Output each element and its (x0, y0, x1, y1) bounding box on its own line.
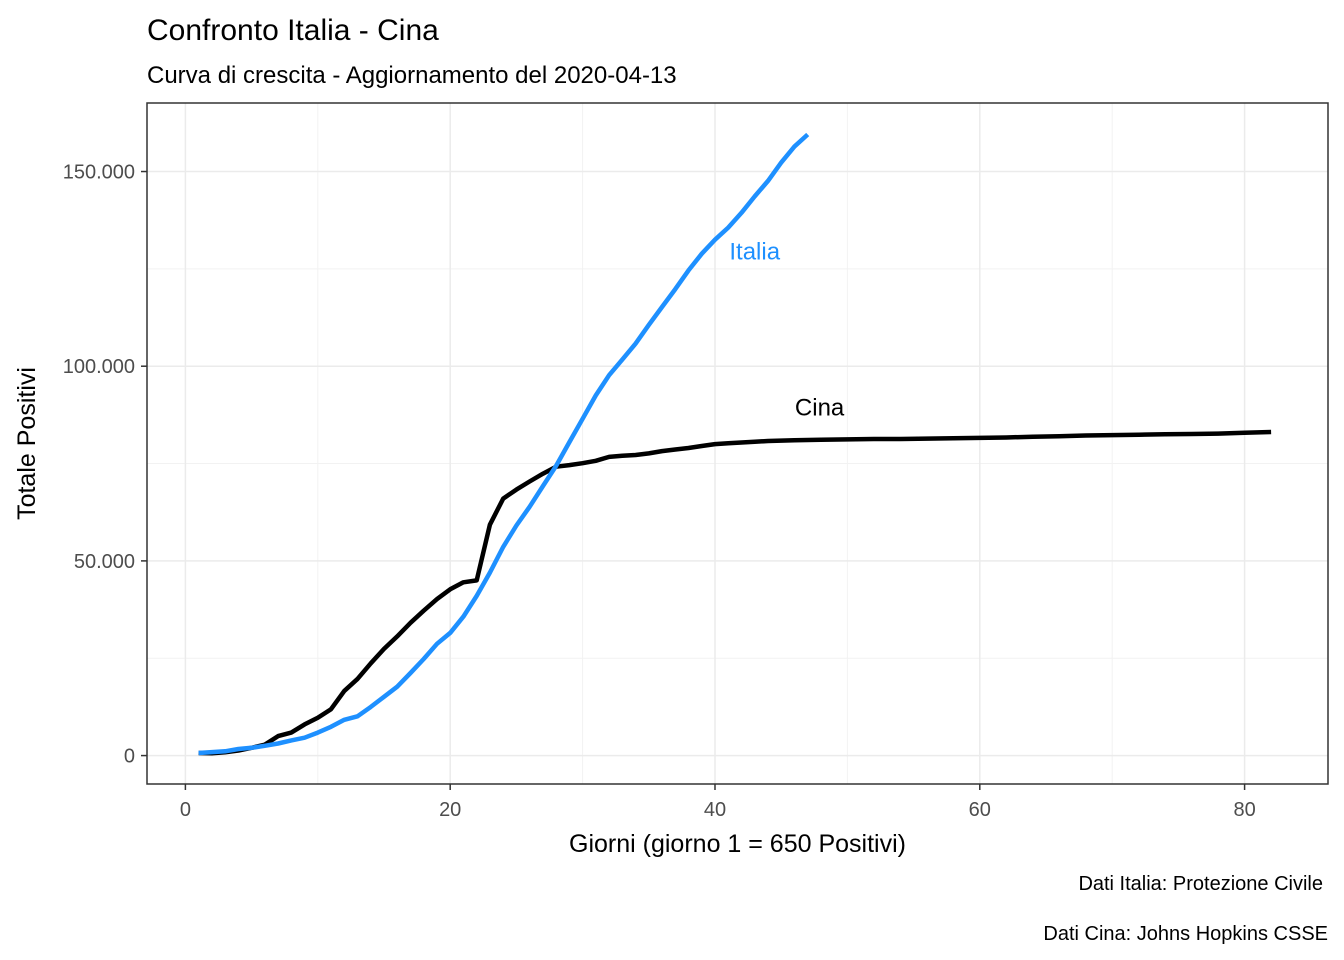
series-label-italia: Italia (729, 239, 780, 266)
series-label-cina: Cina (795, 394, 845, 421)
grid-minor (147, 103, 1328, 784)
x-tick-label: 80 (1233, 799, 1255, 821)
series-line-italia (198, 132, 810, 756)
y-tick-label: 50.000 (74, 551, 135, 573)
y-tick-label: 150.000 (63, 162, 135, 184)
caption-italia-source: Dati Italia: Protezione Civile (1078, 873, 1323, 895)
x-tick-label: 20 (439, 799, 461, 821)
x-tick-label: 60 (969, 799, 991, 821)
plot-border (146, 102, 1329, 785)
y-tick-label: 100.000 (63, 356, 135, 378)
y-tick-label: 0 (124, 746, 135, 768)
series-line-cina (198, 429, 1272, 756)
x-tick-label: 40 (704, 799, 726, 821)
series-lines (198, 132, 1272, 756)
y-axis-ticks: 0 50.000 100.000 150.000 (63, 162, 147, 768)
x-axis-ticks: 0 20 40 60 80 (180, 784, 1256, 821)
x-axis-title: Giorni (giorno 1 = 650 Positivi) (569, 830, 906, 858)
chart-subtitle: Curva di crescita - Aggiornamento del 20… (147, 62, 677, 89)
series-labels: Cina Italia (729, 239, 845, 422)
y-axis-title: Totale Positivi (13, 367, 41, 520)
caption-cina-source: Dati Cina: Johns Hopkins CSSE (1043, 923, 1328, 945)
x-tick-label: 0 (180, 799, 191, 821)
chart-title: Confronto Italia - Cina (147, 14, 439, 47)
